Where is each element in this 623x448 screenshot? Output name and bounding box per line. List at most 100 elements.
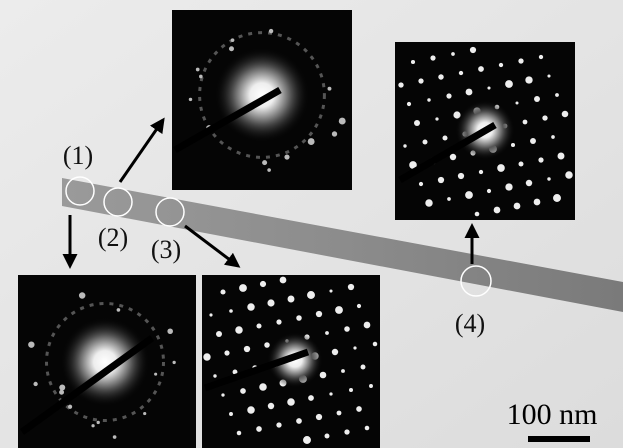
diffraction-spot xyxy=(525,76,532,83)
diffraction-spot xyxy=(534,199,541,206)
diffraction-spot xyxy=(365,426,370,431)
diffraction-spot xyxy=(262,160,267,165)
diffraction-spot xyxy=(196,68,200,72)
diffraction-spot xyxy=(435,117,438,120)
diffraction-spot xyxy=(534,96,540,102)
diffraction-spot xyxy=(479,170,483,174)
diffraction-spot xyxy=(280,277,287,284)
diffraction-spot xyxy=(320,372,327,379)
diffraction-spot xyxy=(523,120,528,125)
diffraction-spot xyxy=(499,63,503,67)
diffraction-spot xyxy=(465,191,473,199)
diffraction-spot xyxy=(515,101,518,104)
diffraction-spot xyxy=(356,406,362,412)
diffraction-spot xyxy=(325,331,329,335)
diffraction-spot xyxy=(97,421,100,424)
diffraction-spot xyxy=(373,342,378,347)
area-label: (2) xyxy=(98,223,128,252)
diffraction-spot xyxy=(264,342,269,347)
diffraction-spot xyxy=(357,304,361,308)
diffraction-spot xyxy=(459,71,463,75)
diffraction-spot xyxy=(203,353,210,360)
diffraction-spot xyxy=(154,373,157,376)
diffraction-spot xyxy=(427,98,430,101)
diffraction-spot xyxy=(244,346,250,352)
area-label: (1) xyxy=(63,141,93,170)
diffraction-spot xyxy=(143,412,146,415)
diffraction-spot xyxy=(28,341,34,347)
diffraction-spot xyxy=(458,173,464,179)
diffraction-spot xyxy=(288,296,295,303)
diffraction-spot xyxy=(344,429,349,434)
diffraction-spot xyxy=(308,138,315,145)
diffraction-spot xyxy=(316,311,322,317)
diffraction-spot xyxy=(287,398,295,406)
diffraction-spot xyxy=(91,424,94,427)
diffraction-spot xyxy=(518,58,523,63)
diffraction-spot xyxy=(565,171,572,178)
diffraction-spot xyxy=(487,189,491,193)
diffraction-spot xyxy=(316,414,322,420)
diffraction-spot xyxy=(341,369,345,373)
diffraction-spot xyxy=(256,323,261,328)
diffraction-spot xyxy=(224,350,229,355)
diffraction-spot xyxy=(256,426,262,432)
diffraction-spot xyxy=(519,162,524,167)
diffraction-spot xyxy=(296,315,302,321)
diffraction-spot xyxy=(33,382,37,386)
diffraction-spot xyxy=(247,406,255,414)
diffraction-spot xyxy=(296,418,302,424)
diffraction-spot xyxy=(348,284,354,290)
diffraction-spot xyxy=(329,289,332,292)
diffraction-spot xyxy=(113,435,117,439)
diffraction-spot xyxy=(267,168,271,172)
diffraction-spot xyxy=(325,434,330,439)
diffraction-spot xyxy=(267,299,274,306)
diffraction-spot xyxy=(172,361,175,364)
diffraction-spot xyxy=(220,289,225,294)
diffraction-spot xyxy=(308,395,314,401)
diffraction-spot xyxy=(361,365,366,370)
diffraction-spot xyxy=(547,74,550,77)
diffraction-spot xyxy=(514,203,521,210)
diffraction-spot xyxy=(497,164,505,172)
tem-figure: (1) (2) (3) (4) 100 nm xyxy=(0,0,623,448)
diffraction-spot xyxy=(229,309,233,313)
diffraction-spot xyxy=(167,328,173,334)
diffraction-spot xyxy=(189,98,192,101)
diffraction-spot xyxy=(209,313,212,316)
diffraction-spot xyxy=(551,135,555,139)
diffraction-spot xyxy=(229,46,234,51)
diffraction-spot xyxy=(494,207,501,214)
diffraction-spot xyxy=(414,120,420,126)
diffraction-spot xyxy=(466,89,473,96)
diffraction-spot xyxy=(59,384,65,390)
diffraction-spot xyxy=(442,135,447,140)
diffraction-spot xyxy=(451,52,455,56)
diffraction-spot xyxy=(307,291,315,299)
diffraction-spot xyxy=(430,55,435,60)
diffraction-spot xyxy=(332,131,337,136)
scale-bar xyxy=(528,436,590,442)
diffraction-spot xyxy=(213,374,216,377)
area-label: (3) xyxy=(151,235,181,264)
diffraction-spot xyxy=(450,154,456,160)
diffraction-spot xyxy=(328,87,332,91)
diffraction-spot xyxy=(276,319,281,324)
diffraction-spot xyxy=(538,157,543,162)
diffraction-spot xyxy=(276,422,281,427)
diffraction-spot xyxy=(411,60,415,64)
diffraction-spot xyxy=(425,199,432,206)
diffraction-spot xyxy=(398,82,403,87)
diffraction-spot xyxy=(79,292,85,298)
diffraction-spot xyxy=(353,346,356,349)
diffraction-spot xyxy=(235,326,242,333)
diffraction-spot xyxy=(438,74,443,79)
diffraction-spot xyxy=(547,177,550,180)
diffraction-spot xyxy=(335,306,343,314)
diffraction-spot xyxy=(422,139,427,144)
diffraction-spot xyxy=(470,47,476,53)
diffraction-spot xyxy=(555,93,559,97)
diffraction-spot xyxy=(446,93,451,98)
central-beam xyxy=(214,47,310,143)
